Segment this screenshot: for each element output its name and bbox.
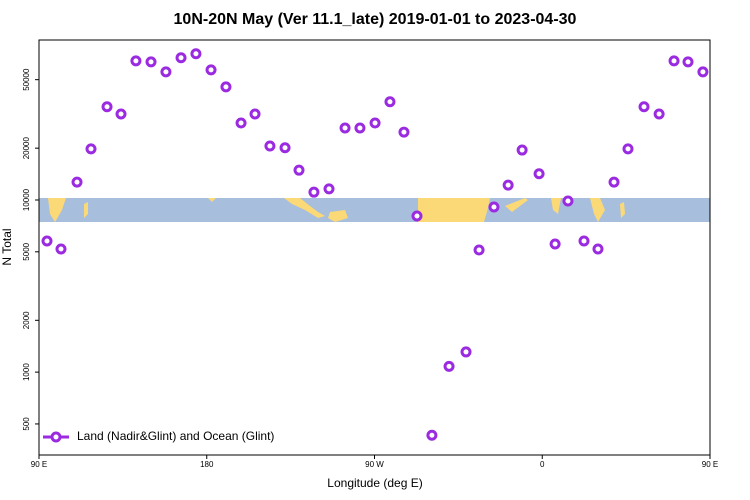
x-tick-label: 90 E: [31, 460, 47, 469]
data-point: [101, 101, 113, 113]
data-point: [220, 81, 232, 93]
x-tick-label: 180: [200, 460, 214, 469]
legend-label: Land (Nadir&Glint) and Ocean (Glint): [77, 429, 274, 443]
data-point: [578, 235, 590, 247]
data-point: [460, 346, 472, 358]
data-point: [473, 244, 485, 256]
plot-frame: [38, 39, 711, 456]
data-point: [339, 122, 351, 134]
data-point: [426, 429, 438, 441]
data-point: [562, 195, 574, 207]
data-point: [516, 144, 528, 156]
y-tick-label: 2000: [22, 311, 31, 329]
data-point: [697, 66, 709, 78]
data-point: [443, 360, 455, 372]
data-point: [249, 108, 261, 120]
data-point: [55, 243, 67, 255]
data-point: [384, 96, 396, 108]
legend-marker: [50, 431, 62, 443]
data-point: [190, 48, 202, 60]
data-point: [682, 56, 694, 68]
data-point: [264, 140, 276, 152]
data-point: [622, 143, 634, 155]
data-point: [488, 201, 500, 213]
data-point: [308, 186, 320, 198]
data-point: [638, 101, 650, 113]
data-point: [608, 176, 620, 188]
y-tick-label: 500: [22, 417, 31, 431]
data-point: [205, 64, 217, 76]
y-tick-label: 50000: [22, 68, 31, 91]
data-point: [549, 238, 561, 250]
data-point: [145, 56, 157, 68]
data-point: [668, 55, 680, 67]
data-point: [279, 142, 291, 154]
y-tick-label: 10000: [22, 188, 31, 211]
data-point: [115, 108, 127, 120]
data-point: [130, 55, 142, 67]
y-axis-label: N Total: [0, 228, 14, 265]
data-point: [653, 108, 665, 120]
y-tick-label: 20000: [22, 136, 31, 159]
data-point: [323, 183, 335, 195]
x-tick-label: 0: [540, 460, 545, 469]
x-tick-label: 90 W: [365, 460, 384, 469]
data-point: [175, 52, 187, 64]
data-point: [398, 126, 410, 138]
data-point: [411, 210, 423, 222]
data-point: [293, 164, 305, 176]
data-point: [71, 176, 83, 188]
y-tick-label: 5000: [22, 242, 31, 260]
data-point: [235, 117, 247, 129]
map-band: [39, 198, 710, 222]
data-point: [502, 179, 514, 191]
data-point: [85, 143, 97, 155]
chart-title: 10N-20N May (Ver 11.1_late) 2019-01-01 t…: [174, 11, 577, 28]
x-tick-label: 90 E: [702, 460, 718, 469]
data-point: [369, 117, 381, 129]
data-point: [592, 243, 604, 255]
data-point: [354, 122, 366, 134]
data-point: [160, 66, 172, 78]
data-point: [533, 168, 545, 180]
data-point: [41, 235, 53, 247]
y-tick-label: 1000: [22, 363, 31, 381]
x-axis-label: Longitude (deg E): [327, 476, 422, 490]
